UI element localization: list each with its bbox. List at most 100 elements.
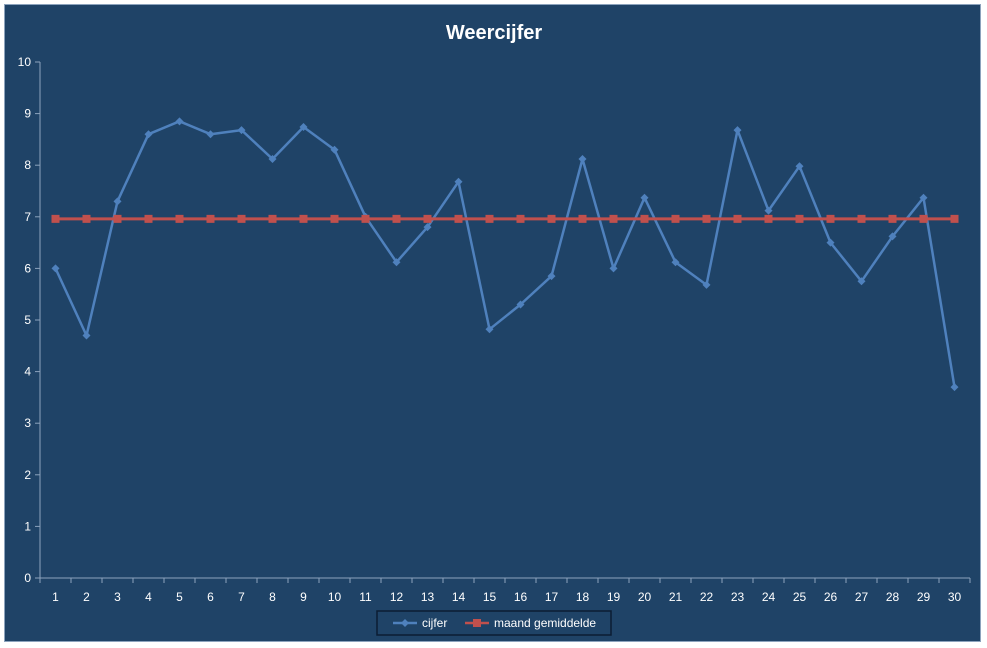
data-point (299, 123, 308, 132)
y-tick-label: 9 (24, 107, 31, 121)
y-tick-label: 8 (24, 158, 31, 172)
x-tick-label: 29 (917, 590, 931, 604)
x-tick-label: 13 (421, 590, 435, 604)
y-tick-label: 1 (24, 519, 31, 533)
y-tick-label: 2 (24, 468, 31, 482)
data-point (330, 214, 339, 223)
data-point (423, 214, 432, 223)
data-point (144, 214, 153, 223)
data-point (764, 206, 773, 215)
legend: cijfer maand gemiddelde (376, 610, 612, 636)
y-tick-label: 10 (18, 55, 32, 69)
data-point (919, 214, 928, 223)
data-point (857, 277, 866, 286)
x-tick-label: 9 (300, 590, 307, 604)
x-tick-label: 16 (514, 590, 528, 604)
legend-marker (473, 619, 481, 627)
data-point (640, 214, 649, 223)
x-tick-label: 30 (948, 590, 962, 604)
legend-label: maand gemiddelde (494, 616, 596, 630)
data-point (578, 214, 587, 223)
y-tick-label: 7 (24, 210, 31, 224)
x-tick-label: 28 (886, 590, 900, 604)
x-tick-label: 22 (700, 590, 714, 604)
data-point (51, 264, 60, 273)
data-point (516, 214, 525, 223)
data-point (113, 197, 122, 206)
y-tick-label: 3 (24, 416, 31, 430)
data-point (826, 214, 835, 223)
x-tick-label: 19 (607, 590, 621, 604)
legend-box (376, 610, 612, 636)
data-point (82, 214, 91, 223)
data-point (113, 214, 122, 223)
data-point (392, 214, 401, 223)
data-point (609, 214, 618, 223)
data-point (795, 214, 804, 223)
data-point (144, 130, 153, 139)
x-tick-label: 12 (390, 590, 404, 604)
data-point (237, 126, 246, 135)
x-tick-label: 11 (359, 590, 372, 604)
x-tick-label: 7 (238, 590, 245, 604)
data-point (640, 193, 649, 202)
data-point (485, 325, 494, 334)
data-point (950, 214, 959, 223)
x-tick-label: 4 (145, 590, 152, 604)
legend-marker (401, 619, 409, 627)
x-tick-label: 25 (793, 590, 807, 604)
chart-area: Weercijfer 0 1 2 3 4 5 6 7 8 9 10 1 2 3 4 5 6 7 8 9 10 11 12 13… (4, 4, 981, 642)
x-tick-label: 24 (762, 590, 776, 604)
series-cijfer (51, 117, 959, 392)
series-line (54, 120, 956, 388)
data-point (485, 214, 494, 223)
data-point (392, 258, 401, 267)
x-tick-label: 14 (452, 590, 466, 604)
x-tick-label: 8 (269, 590, 276, 604)
series-maand-gemiddelde (51, 214, 959, 223)
x-tick-label: 26 (824, 590, 838, 604)
data-point (547, 214, 556, 223)
x-tick-label: 18 (576, 590, 590, 604)
x-tick-label: 27 (855, 590, 869, 604)
x-tick-label: 20 (638, 590, 652, 604)
data-point (950, 383, 959, 392)
data-point (423, 223, 432, 232)
data-point (268, 214, 277, 223)
data-point (454, 214, 463, 223)
data-point (578, 155, 587, 164)
data-point (826, 238, 835, 247)
data-point (702, 280, 711, 289)
x-tick-label: 5 (176, 590, 183, 604)
data-point (454, 177, 463, 186)
y-tick-label: 0 (24, 571, 31, 585)
data-point (795, 162, 804, 171)
chart-title: Weercijfer (446, 22, 543, 44)
data-point (175, 214, 184, 223)
x-tick-label: 10 (328, 590, 342, 604)
y-tick-label: 5 (24, 313, 31, 327)
data-point (51, 214, 60, 223)
data-point (330, 145, 339, 154)
x-tick-label: 15 (483, 590, 497, 604)
data-point (299, 214, 308, 223)
data-point (268, 155, 277, 164)
data-point (206, 130, 215, 139)
data-point (888, 232, 897, 241)
data-point (516, 300, 525, 309)
data-point (671, 214, 680, 223)
data-point (82, 331, 91, 340)
data-point (175, 117, 184, 126)
data-point (361, 214, 370, 223)
data-point (733, 126, 742, 135)
data-point (671, 258, 680, 267)
y-tick-label: 4 (24, 365, 31, 379)
x-tick-label: 1 (52, 590, 59, 604)
data-point (206, 214, 215, 223)
data-point (764, 214, 773, 223)
legend-label: cijfer (422, 616, 447, 630)
x-tick-label: 3 (114, 590, 121, 604)
data-point (733, 214, 742, 223)
